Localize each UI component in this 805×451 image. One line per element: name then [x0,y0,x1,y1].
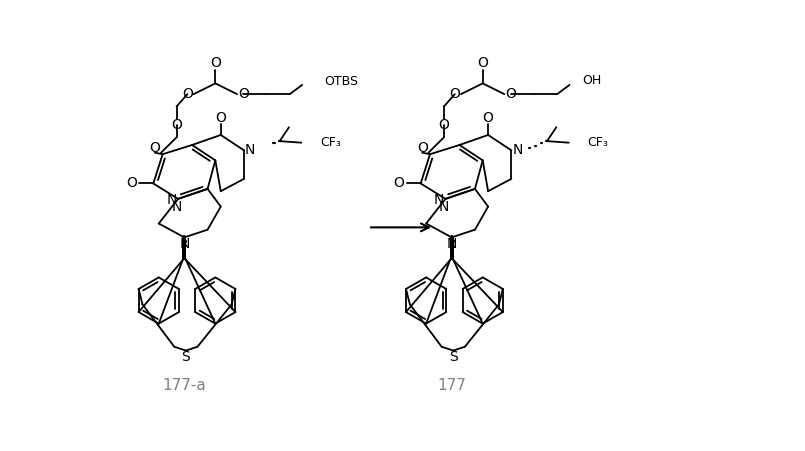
Text: O: O [483,111,493,125]
Text: CF₃: CF₃ [588,136,609,149]
Text: O: O [215,111,226,125]
Text: O: O [439,118,449,132]
Text: N: N [171,200,182,214]
Text: CF₃: CF₃ [320,136,341,149]
Text: S: S [181,350,190,364]
Text: O: O [210,56,221,70]
Text: N: N [434,193,444,207]
Text: N: N [167,193,177,207]
Text: O: O [171,118,182,132]
Text: N: N [245,143,255,157]
Text: O: O [394,176,404,190]
Text: O: O [237,87,249,101]
Text: O: O [126,176,137,190]
Text: O: O [417,141,427,155]
Text: O: O [449,87,460,101]
Text: N: N [447,236,457,251]
Text: O: O [150,141,160,155]
Text: N: N [439,200,449,214]
Text: N: N [180,236,189,251]
Text: 177: 177 [437,378,466,393]
Text: 177-a: 177-a [163,378,206,393]
Text: OTBS: OTBS [324,75,358,88]
Text: O: O [182,87,193,101]
Text: O: O [477,56,488,70]
Text: S: S [449,350,457,364]
Text: N: N [513,143,522,157]
Text: O: O [506,87,516,101]
Text: OH: OH [582,74,601,87]
